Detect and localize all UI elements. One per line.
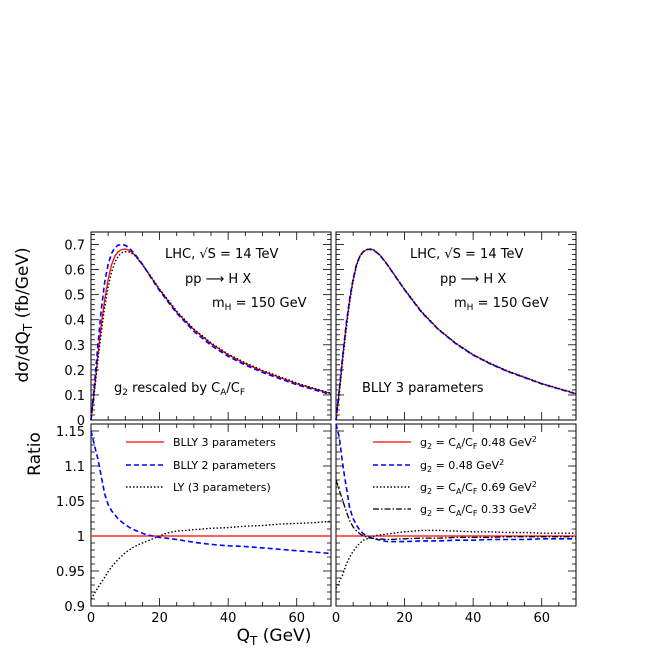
x-tick-label: 0 [87,611,95,626]
annotation-mass-right: mH = 150 GeV [454,296,549,313]
legend-right-g2-069: g2 = CA/CF 0.69 GeV2 [420,480,537,496]
series-line-bottom-right-2 [335,529,576,589]
legend-right-g2-048: g2 = 0.48 GeV2 [420,458,504,474]
x-tick-label: 20 [151,611,168,626]
legend-right-g2-033: g2 = CA/CF 0.33 GeV2 [420,502,537,518]
top-y-axis-label: dσ/dQT (fb/GeV) [13,247,35,382]
y-tick-label: 0.3 [64,339,85,354]
annotation-process-left: pp ⟶ H X [185,272,251,287]
y-tick-label: 0.6 [64,264,85,279]
panels-group: 0 0.1 0.2 0.3 0.4 0.5 0.6 0.7 0.9 0.95 1 1.05 1.1 1.1… [56,231,577,626]
x-tick-label: 0 [332,611,340,626]
y-tick-label: 1.05 [56,495,85,510]
series-line-bottom-left-2 [90,520,332,600]
legend-left-ly: LY (3 parameters) [173,481,271,494]
legend-left: BLLY 3 parameters BLLY 2 parameters LY (… [126,436,276,494]
x-tick-label: 60 [288,611,305,626]
legend-left-blly2: BLLY 2 parameters [173,459,276,472]
legend-left-blly3: BLLY 3 parameters [173,436,276,449]
annotation-process-right: pp ⟶ H X [440,272,506,287]
y-tick-label: 0.5 [64,289,85,304]
x-tick-label: 40 [220,611,237,626]
x-tick-label: 60 [533,611,550,626]
y-tick-label: 1.15 [56,425,85,440]
annotation-note-left: g2 rescaled by CA/CF [114,381,245,398]
x-axis-label: QT (GeV) [237,626,312,648]
y-tick-label: 0.95 [56,565,85,580]
annotation-lhc-left: LHC, √S = 14 TeV [165,247,278,262]
annotation-mass-left: mH = 150 GeV [212,296,307,313]
y-tick-label: 0.2 [64,364,85,379]
series-line-bottom-right-3 [335,479,576,541]
y-tick-label: 0 [77,414,85,429]
annotation-note-right: BLLY 3 parameters [362,381,484,396]
series-line-top-left-2 [90,250,332,421]
series-line-top-right-1 [335,248,577,421]
y-tick-label: 1 [77,530,85,545]
annotation-lhc-right: LHC, √S = 14 TeV [410,247,523,262]
y-tick-label: 1.1 [64,460,85,475]
y-tick-label: 0.7 [64,239,85,254]
y-tick-label: 0.4 [64,314,85,329]
bottom-y-axis-label: Ratio [25,432,45,476]
x-tick-label: 40 [465,611,482,626]
legend-right-g2-048-rescaled: g2 = CA/CF 0.48 GeV2 [420,435,537,451]
series-line-top-left-1 [90,243,332,421]
series-line-bottom-right-1 [335,423,576,543]
panel-frame-bottom-left [90,423,332,607]
y-tick-label: 0.9 [64,600,85,615]
series-line-bottom-left-1 [90,430,332,555]
x-tick-label: 20 [396,611,413,626]
y-tick-label: 0.1 [64,389,85,404]
legend-right: g2 = CA/CF 0.48 GeV2 g2 = 0.48 GeV2 g2 =… [373,435,537,518]
